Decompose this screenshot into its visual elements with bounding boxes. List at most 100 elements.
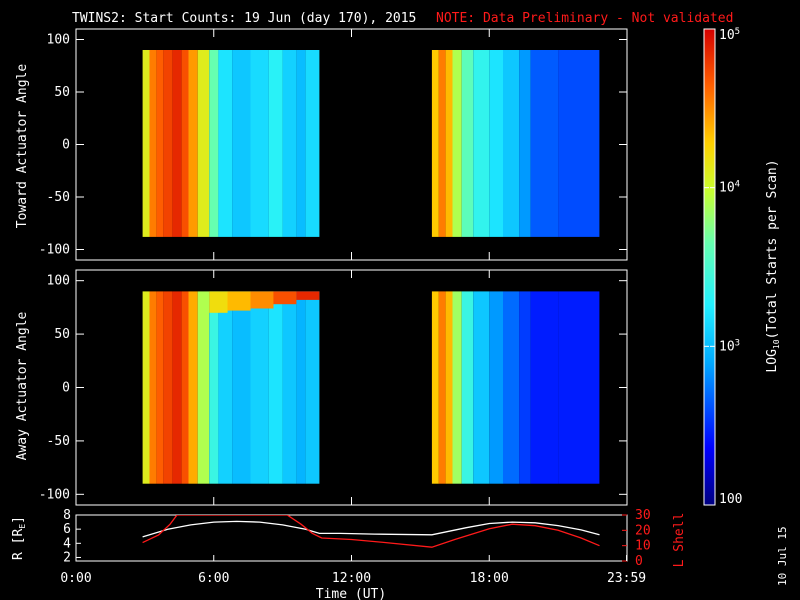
heatmap-column — [489, 291, 504, 484]
y-tick-label: 100 — [47, 33, 70, 48]
date-stamp: 10 Jul 15 — [776, 526, 789, 586]
heatmap-enhancement-cell — [250, 291, 274, 309]
data-preliminary-note: NOTE: Data Preliminary - Not validated — [436, 11, 733, 26]
heatmap-column — [209, 291, 219, 484]
y-tick-label: 0 — [62, 138, 70, 153]
y-tick-label: 0 — [62, 381, 70, 396]
time-tick-label: 12:00 — [332, 571, 371, 586]
plot-title: TWINS2: Start Counts: 19 Jun (day 170), … — [72, 11, 416, 26]
heatmap-column — [438, 291, 446, 484]
heatmap-enhancement-cell — [296, 291, 320, 300]
away-ylabel: Away Actuator Angle — [15, 311, 30, 460]
colorbar: 105 104 103 100 LOG10(Total Starts per Scan… — [703, 27, 781, 507]
heatmap-column — [296, 50, 306, 237]
heatmap-column — [250, 291, 269, 484]
y-tick-label: 50 — [54, 327, 70, 342]
heatmap-column — [232, 291, 251, 484]
lshell-line — [142, 515, 600, 548]
heatmap-column — [282, 291, 297, 484]
away-heatmap-cells — [142, 291, 600, 484]
heatmap-column — [473, 291, 490, 484]
time-tick-label: 0:00 — [60, 571, 91, 586]
heatmap-column — [172, 50, 182, 237]
r-tick-label: 8 — [63, 508, 71, 523]
heatmap-column — [142, 50, 150, 237]
toward-axes: 100 50 0 -50 -100 — [39, 29, 628, 260]
heatmap-column — [431, 291, 439, 484]
time-tick-label: 6:00 — [198, 571, 229, 586]
heatmap-column — [445, 291, 453, 484]
colorbar-tick-label: 104 — [719, 180, 740, 196]
heatmap-column — [503, 50, 520, 237]
heatmap-column — [197, 291, 210, 484]
r-distance-line — [142, 520, 600, 538]
y-tick-label: 50 — [54, 85, 70, 100]
heatmap-column — [558, 50, 600, 237]
heatmap-column — [530, 50, 559, 237]
heatmap-enhancement-cell — [273, 291, 297, 305]
heatmap-column — [305, 291, 320, 484]
heatmap-column — [305, 50, 320, 237]
lshell-tick-label: 20 — [635, 523, 651, 538]
heatmap-column — [431, 50, 439, 237]
y-tick-label: -100 — [39, 487, 70, 502]
heatmap-column — [149, 291, 157, 484]
colorbar-ticks: 105 104 103 100 — [704, 27, 742, 507]
lshell-tick-label: 10 — [635, 539, 651, 554]
heatmap-column — [473, 50, 490, 237]
heatmap-column — [209, 50, 219, 237]
r-tick-label: 2 — [63, 550, 71, 565]
r-tick-label: 4 — [63, 536, 71, 551]
heatmap-column — [218, 291, 233, 484]
heatmap-column — [268, 50, 283, 237]
r-tick-label: 6 — [63, 522, 71, 537]
heatmap-column — [282, 50, 297, 237]
toward-heatmap-cells — [142, 50, 600, 237]
heatmap-column — [156, 291, 164, 484]
heatmap-column — [519, 50, 531, 237]
heatmap-column — [232, 50, 251, 237]
heatmap-column — [163, 291, 173, 484]
heatmap-column — [142, 291, 150, 484]
away-panel: 100 50 0 -50 -100 Away Actuator Angle — [15, 269, 628, 506]
y-tick-label: -100 — [39, 243, 70, 258]
heatmap-enhancement-cell — [227, 291, 251, 311]
heatmap-column — [558, 291, 600, 484]
lshell-tick-label: 30 — [635, 508, 651, 523]
heatmap-column — [445, 50, 453, 237]
toward-panel: 100 50 0 -50 -100 Toward Actuator Angle — [15, 28, 628, 261]
heatmap-column — [438, 50, 446, 237]
heatmap-column — [188, 291, 198, 484]
heatmap-column — [181, 291, 189, 484]
heatmap-column — [461, 291, 474, 484]
heatmap-column — [156, 50, 164, 237]
r-axis-label: R [RE] — [11, 516, 27, 560]
heatmap-column — [163, 50, 173, 237]
ephemeris-lines — [142, 515, 600, 548]
heatmap-enhancement-cell — [209, 291, 228, 313]
heatmap-column — [452, 50, 462, 237]
lshell-axis-label: L Shell — [672, 513, 687, 568]
y-tick-label: 100 — [47, 274, 70, 289]
colorbar-tick-label: 100 — [719, 492, 742, 507]
heatmap-column — [268, 291, 283, 484]
heatmap-column — [461, 50, 474, 237]
away-axes: 100 50 0 -50 -100 — [39, 270, 628, 505]
time-tick-label: 18:00 — [470, 571, 509, 586]
heatmap-column — [181, 50, 189, 237]
colorbar-label: LOG10(Total Starts per Scan) — [765, 159, 781, 372]
ephemeris-panel-frame — [75, 514, 628, 562]
time-axis-label: Time (UT) — [316, 587, 386, 600]
y-tick-label: -50 — [47, 434, 70, 449]
heatmap-column — [452, 291, 462, 484]
heatmap-column — [149, 50, 157, 237]
toward-ylabel: Toward Actuator Angle — [15, 64, 30, 229]
heatmap-column — [188, 50, 198, 237]
heatmap-column — [172, 291, 182, 484]
heatmap-column — [250, 50, 269, 237]
colorbar-tick-label: 103 — [719, 338, 740, 354]
heatmap-column — [519, 291, 531, 484]
